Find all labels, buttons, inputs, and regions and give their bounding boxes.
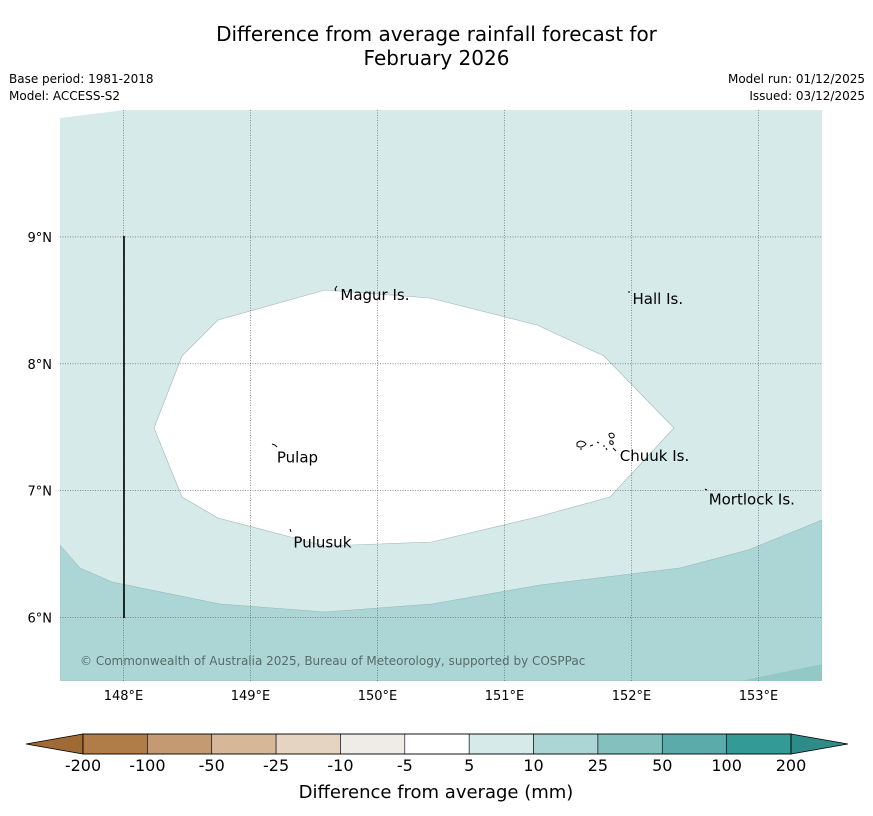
colorbar-tick-labels: -200 -100 -50 -25 -10 -5 5 10 25 50 100 200: [65, 756, 806, 775]
place-label: Magur Is.: [340, 286, 409, 304]
colorbar-bins: [82, 733, 792, 755]
issued-date: Issued: 03/12/2025: [749, 89, 865, 103]
colorbar-bin: [533, 733, 599, 755]
colorbar-bin: [597, 733, 663, 755]
map-title-line2: February 2026: [363, 46, 510, 70]
meta-right: Model run: 01/12/2025 Issued: 03/12/2025: [728, 71, 865, 105]
place-label: Pulusuk: [293, 533, 351, 551]
latitude-tick-label: 9°N: [28, 231, 53, 246]
longitude-labels: 148°E 149°E 150°E 151°E 152°E 153°E: [104, 689, 779, 704]
colorbar: -200 -100 -50 -25 -10 -5 5 10 25 50 100 200 Differe…: [25, 733, 849, 803]
map-title-line1: Difference from average rainfall forecas…: [216, 22, 657, 46]
rainfall-zone-white-center: [153, 289, 675, 547]
place-label: Mortlock Is.: [709, 490, 795, 508]
pulap-island-outline: [271, 443, 278, 448]
chuuk-island-outline: [576, 432, 617, 452]
colorbar-title: Difference from average (mm): [299, 782, 574, 803]
colorbar-tick-label: 25: [588, 756, 608, 775]
colorbar-bin: [147, 733, 213, 755]
colorbar-bin: [468, 733, 534, 755]
longitude-tick-label: 152°E: [612, 689, 652, 704]
colorbar-low-extend: [25, 733, 84, 755]
base-period: Base period: 1981-2018: [9, 72, 154, 86]
colorbar-tick-label: 200: [776, 756, 807, 775]
copyright-notice: © Commonwealth of Australia 2025, Bureau…: [80, 654, 585, 668]
colorbar-bin: [275, 733, 341, 755]
mortlock-island-outline: [704, 488, 708, 491]
map-panel: Magur Is. Hall Is. Pulap Chuuk Is. Mortlock …: [60, 110, 822, 681]
colorbar-tick-label: -10: [327, 756, 353, 775]
place-label: Hall Is.: [633, 290, 684, 308]
colorbar-bin: [726, 733, 792, 755]
latitude-labels: 9°N 8°N 7°N 6°N: [28, 231, 53, 627]
pulusuk-island-outline: [289, 528, 292, 533]
colorbar-tick-label: -5: [397, 756, 413, 775]
place-label: Chuuk Is.: [620, 447, 689, 465]
colorbar-bin: [82, 733, 148, 755]
place-labels: Magur Is. Hall Is. Pulap Chuuk Is. Mortlock …: [277, 286, 795, 551]
colorbar-tick-label: 50: [652, 756, 672, 775]
model-run-date: Model run: 01/12/2025: [727, 72, 865, 86]
longitude-tick-label: 153°E: [739, 689, 779, 704]
colorbar-tick-label: 5: [464, 756, 474, 775]
longitude-tick-label: 150°E: [358, 689, 398, 704]
rainfall-zone-mid-teal-corner: [740, 664, 822, 681]
colorbar-bin: [404, 733, 470, 755]
rainfall-zone-white-top-left: [60, 110, 125, 118]
colorbar-tick-label: -50: [199, 756, 225, 775]
colorbar-tick-label: 100: [711, 756, 742, 775]
colorbar-tick-label: -100: [129, 756, 165, 775]
place-label: Pulap: [277, 448, 318, 466]
latitude-tick-label: 6°N: [28, 612, 53, 627]
colorbar-bin: [211, 733, 277, 755]
graticule: [60, 110, 822, 681]
colorbar-tick-label: 10: [523, 756, 543, 775]
colorbar-tick-label: -25: [263, 756, 289, 775]
latitude-tick-label: 7°N: [28, 485, 53, 500]
map-title: Difference from average rainfall forecas…: [0, 22, 873, 70]
island-outlines: [271, 285, 708, 533]
magur-island-outline: [334, 285, 338, 292]
colorbar-bin: [661, 733, 727, 755]
model-name: Model: ACCESS-S2: [9, 89, 121, 103]
meta-left: Base period: 1981-2018 Model: ACCESS-S2: [9, 71, 154, 105]
longitude-tick-label: 151°E: [485, 689, 525, 704]
latitude-tick-label: 8°N: [28, 358, 53, 373]
colorbar-frame: [82, 733, 792, 755]
longitude-tick-label: 148°E: [104, 689, 144, 704]
colorbar-tick-label: -200: [65, 756, 101, 775]
colorbar-bin: [340, 733, 406, 755]
longitude-tick-label: 149°E: [231, 689, 271, 704]
colorbar-high-extend: [790, 733, 849, 755]
